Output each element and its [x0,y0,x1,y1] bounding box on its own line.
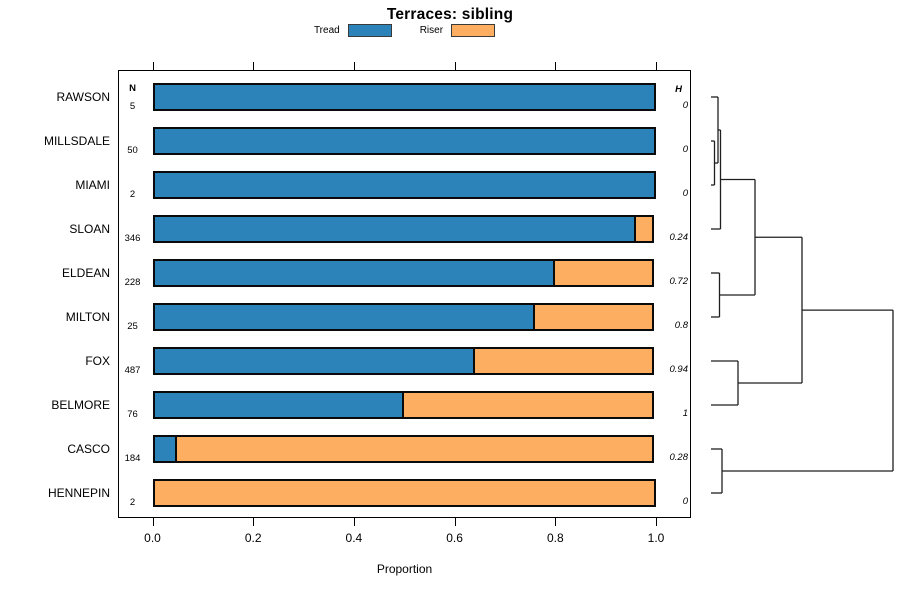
h-value: 0 [682,144,688,155]
bar-row-eldean [152,259,657,287]
n-value: 2 [129,497,136,508]
bar-row-milton [152,303,657,331]
tread-segment [152,347,475,375]
x-axis-label: Proportion [376,562,433,576]
tread-segment [152,215,636,243]
legend-swatch-riser [451,24,496,37]
n-value: 228 [124,277,141,288]
n-value: 5 [129,101,136,112]
h-value: 0.24 [669,232,689,243]
bottom-tick [253,518,255,526]
n-column-header: N [129,83,136,94]
bar-row-sloan [152,215,657,243]
riser-segment [152,479,656,507]
x-tick-label: 0.4 [345,531,363,545]
bar-row-casco [152,435,657,463]
riser-segment [633,215,654,243]
legend-item-tread: Tread [314,24,392,37]
legend-item-riser: Riser [419,24,496,37]
top-tick [555,62,557,70]
top-tick [253,62,255,70]
tread-segment [152,83,656,111]
h-column-header: H [675,84,682,95]
riser-segment [553,259,654,287]
n-value: 184 [124,453,141,464]
category-label-miami: MIAMI [75,178,110,192]
h-value: 0.28 [669,452,689,463]
category-label-fox: FOX [85,354,110,368]
bar-row-millsdale [152,127,656,155]
h-value: 0.72 [669,276,689,287]
bottom-tick [454,518,456,526]
n-value: 25 [127,321,138,332]
legend-swatch-tread [347,24,392,37]
top-tick [656,62,657,70]
top-tick [353,62,355,70]
legend: Tread Riser [118,24,691,37]
h-value: 1 [682,408,688,419]
category-label-milton: MILTON [65,310,110,324]
x-tick-label: 1.0 [647,531,665,545]
category-label-belmore: BELMORE [51,398,110,412]
tread-segment [152,171,656,199]
h-value: 0.8 [674,320,688,331]
top-tick [152,62,154,70]
bar-row-belmore [152,391,657,419]
x-tick-label: 0.2 [244,531,262,545]
bar-row-hennepin [152,479,656,507]
h-value: 0 [682,496,688,507]
riser-segment [472,347,654,375]
category-label-hennepin: HENNEPIN [47,486,110,500]
bottom-tick [152,518,154,526]
legend-label-tread: Tread [313,25,340,36]
top-tick [454,62,456,70]
bottom-tick [656,518,657,526]
category-label-casco: CASCO [67,442,110,456]
category-label-millsdale: MILLSDALE [43,134,110,148]
category-label-eldean: ELDEAN [61,266,110,280]
n-value: 76 [127,409,138,420]
category-label-sloan: SLOAN [69,222,110,236]
riser-segment [175,435,654,463]
riser-segment [402,391,654,419]
h-value: 0.94 [669,364,689,375]
riser-segment [532,303,654,331]
category-label-rawson: RAWSON [56,90,110,104]
bar-row-rawson [152,83,656,111]
bar-row-miami [152,171,656,199]
n-value: 346 [124,233,141,244]
bottom-tick [353,518,355,526]
tread-segment [152,303,536,331]
h-value: 0 [682,188,688,199]
bottom-tick [555,518,557,526]
n-value: 2 [129,189,136,200]
tread-segment [152,435,178,463]
x-tick-label: 0.6 [446,531,463,545]
h-value: 0 [682,100,688,111]
n-value: 50 [127,145,138,156]
legend-label-riser: Riser [419,25,444,36]
bar-row-fox [152,347,657,375]
x-tick-label: 0.0 [144,531,161,545]
tread-segment [152,127,656,155]
n-value: 487 [124,365,141,376]
tread-segment [152,259,556,287]
x-tick-label: 0.8 [546,531,564,545]
chart-title: Terraces: sibling [386,6,514,23]
tread-segment [152,391,405,419]
